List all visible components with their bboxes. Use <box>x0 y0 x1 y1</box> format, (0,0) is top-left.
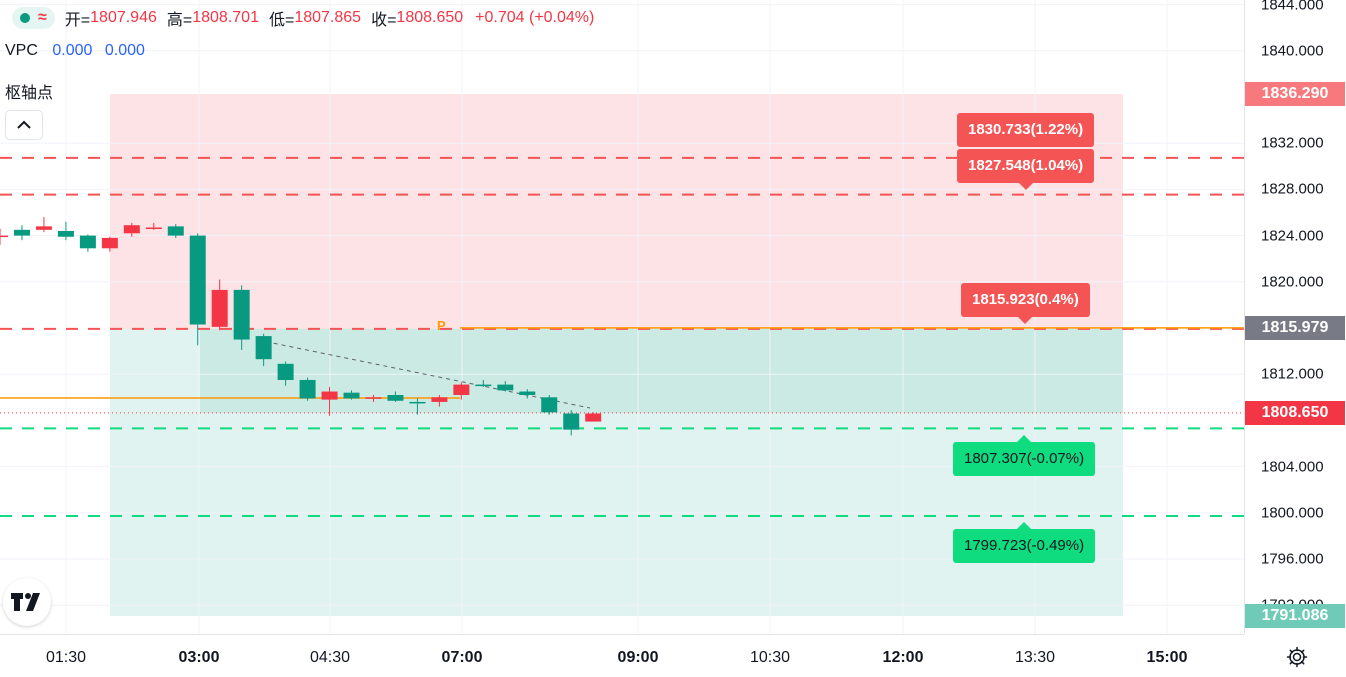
arrow-up-icon <box>1017 435 1032 442</box>
collapse-legend-button[interactable] <box>5 110 43 140</box>
support-2-label: 1799.723(-0.49%) <box>953 522 1096 563</box>
candle-body <box>299 379 316 399</box>
candle-body <box>519 391 536 395</box>
pivot-marker: P <box>437 318 446 333</box>
candle-body <box>321 391 338 400</box>
trade-profit-zone <box>200 328 1123 413</box>
vpc-value-1: 0.000 <box>52 42 93 59</box>
candle-body <box>0 235 8 238</box>
candle-body <box>365 397 382 399</box>
price-badge-last: 1808.650 <box>1245 400 1345 425</box>
price-badge-top: 1836.290 <box>1245 81 1345 106</box>
candle-body <box>255 336 272 360</box>
support-1-text: 1807.307(-0.07%) <box>964 450 1085 467</box>
time-tick-label: 07:00 <box>441 649 483 666</box>
candle-body <box>233 289 250 340</box>
low-label: 低= <box>268 12 295 29</box>
candle-body <box>343 392 360 399</box>
arrow-down-icon <box>1018 317 1033 324</box>
arrow-down-icon <box>1018 183 1033 190</box>
high-label: 高= <box>166 12 193 29</box>
candle-body <box>211 289 228 327</box>
candle-body <box>123 225 140 234</box>
time-tick-label: 13:30 <box>1014 649 1056 666</box>
candle-body <box>101 237 118 249</box>
candle-body <box>409 401 426 404</box>
candle-body <box>453 384 470 395</box>
support-2-text: 1799.723(-0.49%) <box>964 537 1085 554</box>
pivot-level-text: 1815.923(0.4%) <box>972 291 1079 308</box>
price-badge-bottom: 1791.086 <box>1245 603 1345 628</box>
resistance-2-text: 1830.733(1.22%) <box>968 121 1084 138</box>
close-label: 收= <box>371 12 397 29</box>
price-tick-label: 1832.000 <box>1261 134 1324 152</box>
candle-body <box>79 235 96 249</box>
resistance-1-text: 1827.548(1.04%) <box>968 157 1084 174</box>
high-value: 1808.701 <box>192 9 259 26</box>
chevron-up-icon <box>17 120 31 129</box>
tradingview-logo-icon <box>11 593 40 611</box>
time-tick-label: 10:30 <box>749 649 791 666</box>
gear-icon[interactable] <box>1285 645 1309 669</box>
time-axis[interactable]: 01:30 03:00 04:30 07:00 09:00 10:30 12:00 13:30… <box>0 634 1244 677</box>
ohlc-legend: ≈ 开= 1807.946 高= 1808.701 低= 1807.865 收= 180… <box>12 6 594 30</box>
price-badge-pivot: 1815.979 <box>1245 316 1345 341</box>
candle-body <box>475 384 492 387</box>
price-tick-label: 1820.000 <box>1261 273 1324 291</box>
candle-body <box>277 363 294 380</box>
open-value: 1807.946 <box>90 9 157 26</box>
price-tick-label: 1812.000 <box>1261 365 1324 383</box>
status-dot-icon <box>20 13 30 23</box>
candle-body <box>497 384 514 391</box>
candle-body <box>585 413 602 422</box>
candle-body <box>541 397 558 413</box>
time-tick-label: 12:00 <box>882 649 924 666</box>
candle-body <box>387 394 404 401</box>
candle-body <box>431 397 448 402</box>
vpc-name: VPC <box>5 42 38 59</box>
price-tick-label: 1804.000 <box>1261 458 1324 476</box>
pivot-level-label: 1815.923(0.4%) <box>961 283 1090 324</box>
vpc-indicator-legend[interactable]: VPC 0.000 0.000 <box>5 42 153 60</box>
indicator-toggle[interactable]: ≈ <box>12 7 55 29</box>
close-value: 1808.650 <box>396 9 464 26</box>
candle-body <box>563 413 580 430</box>
wave-icon[interactable]: ≈ <box>38 9 47 26</box>
price-tick-label: 1824.000 <box>1261 227 1324 245</box>
time-tick-label: 15:00 <box>1146 649 1188 666</box>
tradingview-logo[interactable] <box>3 578 51 626</box>
candle-body <box>57 230 74 237</box>
change-value: +0.704 (+0.04%) <box>475 9 595 26</box>
candle-body <box>145 227 162 230</box>
low-value: 1807.865 <box>294 9 362 26</box>
price-tick-label: 1800.000 <box>1261 504 1324 522</box>
time-tick-label: 01:30 <box>45 649 87 666</box>
candle-body <box>167 226 184 236</box>
resistance-2-label: 1830.733(1.22%) <box>957 113 1095 147</box>
price-tick-label: 1828.000 <box>1261 180 1324 198</box>
price-tick-label: 1796.000 <box>1261 550 1324 568</box>
candle-body <box>189 235 206 325</box>
candle-body <box>35 226 52 230</box>
support-1-label: 1807.307(-0.07%) <box>953 435 1096 476</box>
time-tick-label: 04:30 <box>309 649 351 666</box>
arrow-up-icon <box>1017 522 1032 529</box>
resistance-1-label: 1827.548(1.04%) <box>957 149 1095 190</box>
trend-projection-line <box>257 339 591 409</box>
vpc-value-2: 0.000 <box>104 42 145 59</box>
time-tick-label: 09:00 <box>617 649 659 666</box>
resistance-zone <box>110 94 1123 329</box>
price-tick-label: 1840.000 <box>1261 42 1324 60</box>
open-label: 开= <box>64 12 91 29</box>
pivot-indicator-legend[interactable]: 枢轴点 <box>5 85 54 102</box>
candle-body <box>13 229 30 236</box>
price-tick-label: 1844.000 <box>1261 0 1324 14</box>
time-tick-label: 03:00 <box>178 649 220 666</box>
price-axis[interactable]: 1844.000 1840.000 1832.000 1828.000 1824.000… <box>1244 0 1346 634</box>
